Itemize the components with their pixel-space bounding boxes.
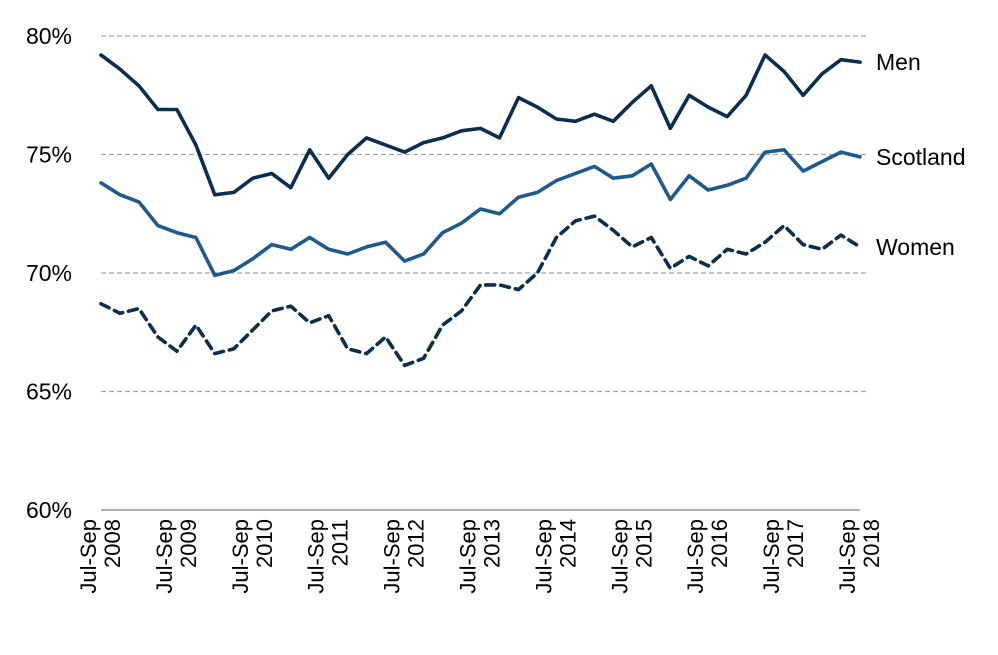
x-tick-label-year: 2008 [100, 519, 125, 568]
x-tick-label-period: Jul-Sep [759, 519, 784, 594]
series-label-scotland: Scotland [876, 144, 966, 170]
x-tick-label: Jul-Sep 2014 [531, 519, 580, 594]
x-tick-label-year: 2014 [555, 519, 580, 568]
x-tick-label-year: 2017 [783, 519, 808, 568]
gridlines [101, 35, 868, 393]
x-axis: Jul-Sep 2008 Jul-Sep 2009 Jul-Sep 2010 Jul-Sep… [76, 509, 884, 594]
x-tick-label: Jul-Sep 2016 [683, 519, 732, 594]
x-tick-label-period: Jul-Sep [380, 519, 405, 594]
y-tick-label: 65% [26, 379, 72, 405]
x-tick-label-period: Jul-Sep [228, 519, 253, 594]
x-tick-label-year: 2010 [252, 519, 277, 568]
x-tick-label-period: Jul-Sep [456, 519, 481, 594]
series-line-men [99, 53, 862, 197]
series-label-men: Men [876, 49, 921, 75]
x-tick-label-period: Jul-Sep [683, 519, 708, 594]
x-tick-label-period: Jul-Sep [152, 519, 177, 594]
x-tick-label-year: 2011 [328, 519, 353, 566]
x-tick-label: Jul-Sep 2009 [152, 519, 201, 594]
x-tick-label: Jul-Sep 2018 [835, 519, 884, 594]
x-tick-label: Jul-Sep 2017 [759, 519, 808, 594]
x-tick-label: Jul-Sep 2012 [380, 519, 429, 594]
x-tick-label-period: Jul-Sep [607, 519, 632, 594]
x-tick-label-year: 2012 [404, 519, 429, 568]
series-line-scotland [99, 148, 862, 278]
x-tick-label: Jul-Sep 2010 [228, 519, 277, 594]
x-tick-label-period: Jul-Sep [76, 519, 101, 594]
series-labels: Men Scotland Women [876, 49, 966, 260]
x-tick-label-year: 2009 [176, 519, 201, 568]
x-tick-label-year: 2018 [859, 519, 884, 568]
x-tick-label-year: 2015 [631, 519, 656, 568]
x-tick-label-period: Jul-Sep [531, 519, 556, 594]
y-tick-label: 70% [26, 260, 72, 286]
x-tick-label-period: Jul-Sep [835, 519, 860, 594]
x-tick-label: Jul-Sep 2015 [607, 519, 656, 594]
x-tick-label: Jul-Sep 2008 [76, 519, 125, 594]
series-label-women: Women [876, 234, 955, 260]
y-tick-label: 75% [26, 142, 72, 168]
x-tick-label-year: 2016 [707, 519, 732, 568]
y-tick-label: 80% [26, 23, 72, 49]
x-tick-label-period: Jul-Sep [304, 519, 329, 594]
series-lines [99, 53, 862, 368]
x-tick-label: Jul-Sep 2013 [456, 519, 505, 594]
x-tick-label: Jul-Sep 2011 [304, 519, 353, 594]
series-line-women [99, 214, 862, 368]
y-axis: 80% 75% 70% 65% 60% [26, 23, 72, 523]
x-tick-label-year: 2013 [480, 519, 505, 568]
y-tick-label: 60% [26, 497, 72, 523]
